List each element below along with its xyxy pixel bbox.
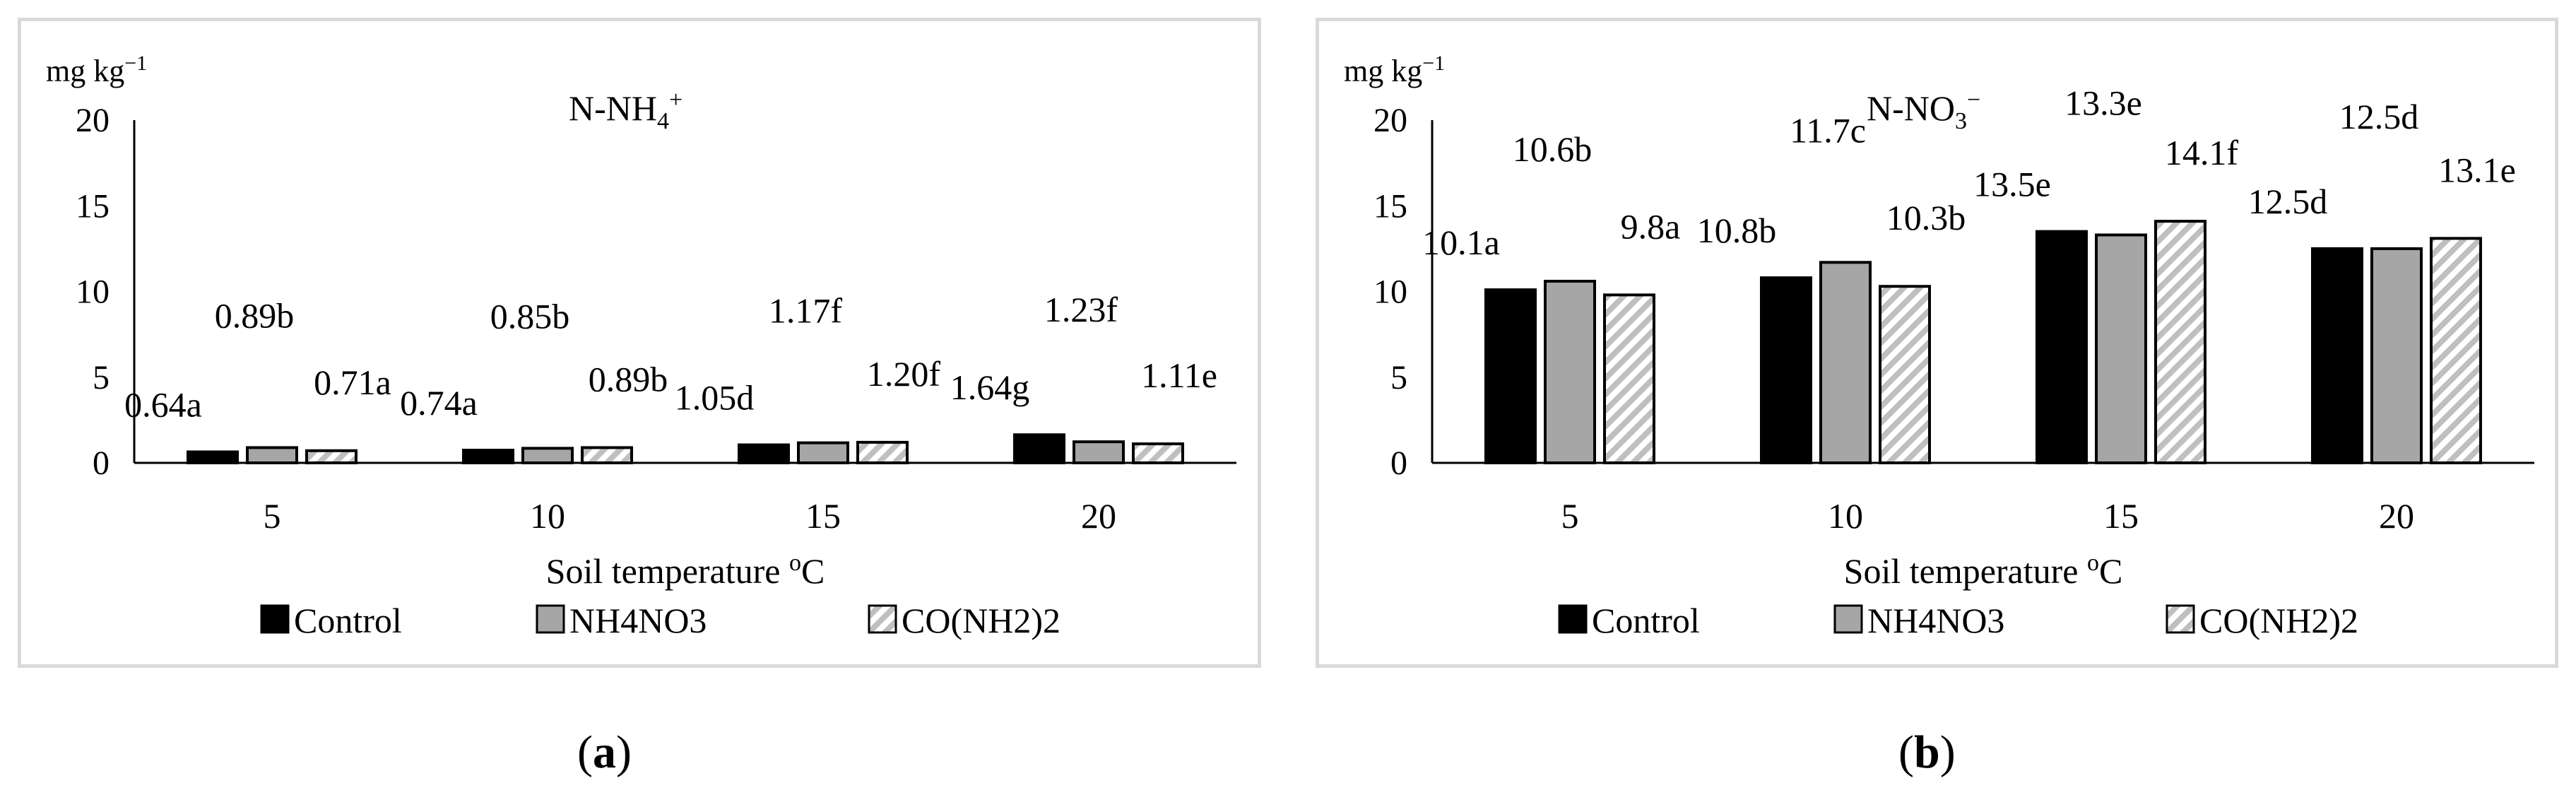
c1-legend-label-s2: CO(NH2)2 — [2199, 601, 2358, 640]
c1-title: N-NO3− — [1867, 87, 1980, 134]
c0-ytick-20: 20 — [76, 102, 110, 139]
c1-datalabel-10-s0: 10.8b — [1697, 211, 1777, 250]
c1-datalabel-10-s1: 11.7c — [1790, 110, 1866, 150]
c1-legend-swatch-s2 — [2166, 604, 2195, 634]
c1-xtick-15: 15 — [2103, 496, 2139, 536]
c1-bar-15-s0 — [2036, 230, 2088, 464]
c1-ytick-0: 0 — [1390, 444, 1407, 482]
c0-bar-20-s2 — [1132, 442, 1184, 465]
c1-xtick-20: 20 — [2379, 496, 2414, 536]
c1-bar-15-s1 — [2095, 233, 2147, 464]
c0-bar-15-s2 — [856, 440, 909, 465]
c1-datalabel-20-s0: 12.5d — [2248, 182, 2328, 221]
c0-ytick-15: 15 — [76, 187, 110, 225]
c1-legend-label-s1: NH4NO3 — [1867, 601, 2004, 640]
c0-datalabel-20-s1: 1.23f — [1044, 290, 1118, 329]
c0-datalabel-15-s2: 1.20f — [867, 354, 941, 394]
c1-ytick-15: 15 — [1373, 187, 1407, 225]
c1-legend-swatch-s0 — [1558, 604, 1588, 634]
c1-bar-20-s1 — [2370, 247, 2423, 464]
c1-ytick-20: 20 — [1373, 102, 1407, 139]
caption-b: (b) — [1898, 726, 1956, 778]
c0-datalabel-20-s2: 1.11e — [1141, 355, 1217, 395]
caption-a: (a) — [577, 726, 632, 778]
c0-legend-label-s0: Control — [294, 601, 402, 640]
c0-legend-label-s2: CO(NH2)2 — [902, 601, 1060, 640]
c0-bar-20-s0 — [1013, 433, 1065, 464]
c1-bar-10-s2 — [1879, 285, 1931, 464]
c1-ytick-5: 5 — [1390, 359, 1407, 396]
c1-xtick-10: 10 — [1828, 496, 1863, 536]
c0-datalabel-5-s0: 0.64a — [124, 384, 202, 424]
c1-datalabel-5-s0: 10.1a — [1422, 223, 1500, 262]
c0-xtick-15: 15 — [805, 496, 841, 536]
c0-xtick-5: 5 — [264, 496, 281, 536]
c1-bar-20-s2 — [2430, 237, 2482, 464]
c0-ytick-10: 10 — [76, 273, 110, 311]
c0-datalabel-10-s0: 0.74a — [400, 383, 478, 423]
c0-bar-5-s1 — [246, 446, 298, 464]
c0-datalabel-5-s1: 0.89b — [215, 295, 295, 335]
c0-legend-swatch-s0 — [260, 604, 290, 634]
c0-xlabel: Soil temperature oC — [546, 550, 825, 591]
c0-xtick-10: 10 — [530, 496, 565, 536]
c0-ytick-5: 5 — [93, 359, 110, 396]
c1-bar-5-s0 — [1484, 288, 1537, 465]
c0-datalabel-20-s0: 1.64g — [950, 367, 1030, 407]
c0-bar-10-s1 — [521, 447, 574, 465]
c0-datalabel-15-s1: 1.17f — [769, 291, 843, 331]
c0-datalabel-15-s0: 1.05d — [675, 378, 755, 418]
c1-bar-5-s1 — [1544, 279, 1596, 464]
c1-xtick-5: 5 — [1561, 496, 1579, 536]
c0-datalabel-10-s2: 0.89b — [589, 359, 668, 399]
c1-xlabel: Soil temperature oC — [1844, 550, 2123, 591]
c0-title: N-NH4+ — [569, 87, 683, 134]
c1-datalabel-20-s1: 12.5d — [2339, 97, 2419, 136]
c0-bar-10-s0 — [462, 449, 514, 464]
c0-xtick-20: 20 — [1081, 496, 1116, 536]
c0-bar-15-s1 — [797, 441, 849, 465]
c1-datalabel-5-s1: 10.6b — [1513, 129, 1593, 169]
c1-datalabel-15-s2: 14.1f — [2165, 133, 2239, 172]
c1-bar-10-s0 — [1760, 276, 1812, 464]
c1-datalabel-15-s0: 13.5e — [1973, 165, 2051, 204]
c0-ytick-0: 0 — [93, 444, 110, 482]
c1-datalabel-5-s2: 9.8a — [1621, 206, 1681, 246]
c0-bar-5-s2 — [305, 449, 358, 464]
chart-panel-a: mg kg−1 N-NH4+ 0 5 10 15 20 0.64a 0.89b 0.71a 5 0.7… — [18, 18, 1261, 668]
c1-bar-10-s1 — [1819, 261, 1872, 464]
c0-datalabel-10-s1: 0.85b — [490, 296, 570, 336]
chart-a-svg: mg kg−1 N-NH4+ 0 5 10 15 20 0.64a 0.89b 0.71a 5 0.7… — [46, 52, 1236, 640]
c1-bar-15-s2 — [2154, 220, 2206, 464]
c1-ytick-10: 10 — [1373, 273, 1407, 311]
c1-datalabel-15-s1: 13.3e — [2064, 83, 2142, 122]
c0-bar-15-s0 — [738, 443, 790, 464]
c1-legend-swatch-s1 — [1833, 604, 1863, 634]
c0-legend-swatch-s1 — [536, 604, 565, 634]
c1-bar-20-s0 — [2311, 247, 2363, 464]
c0-bar-20-s1 — [1073, 440, 1125, 464]
c0-bar-10-s2 — [581, 446, 633, 464]
c1-datalabel-20-s2: 13.1e — [2438, 150, 2516, 189]
c0-legend-swatch-s2 — [868, 604, 897, 634]
c1-legend-label-s0: Control — [1592, 601, 1700, 640]
chart-b-svg: mg kg−1 N-NO3− 0 5 10 15 20 10.1a 10.6b 9.8a 5 10.8… — [1344, 52, 2534, 640]
c0-ylabel: mg kg−1 — [46, 52, 147, 88]
chart-panel-b: mg kg−1 N-NO3− 0 5 10 15 20 10.1a 10.6b 9.8a 5 10.8… — [1316, 18, 2558, 668]
c0-legend-label-s1: NH4NO3 — [569, 601, 707, 640]
c1-bar-5-s2 — [1603, 293, 1655, 464]
c0-bar-5-s0 — [187, 450, 239, 464]
c0-datalabel-5-s2: 0.71a — [314, 363, 391, 402]
c1-ylabel: mg kg−1 — [1344, 52, 1445, 88]
c1-datalabel-10-s2: 10.3b — [1886, 198, 1966, 237]
